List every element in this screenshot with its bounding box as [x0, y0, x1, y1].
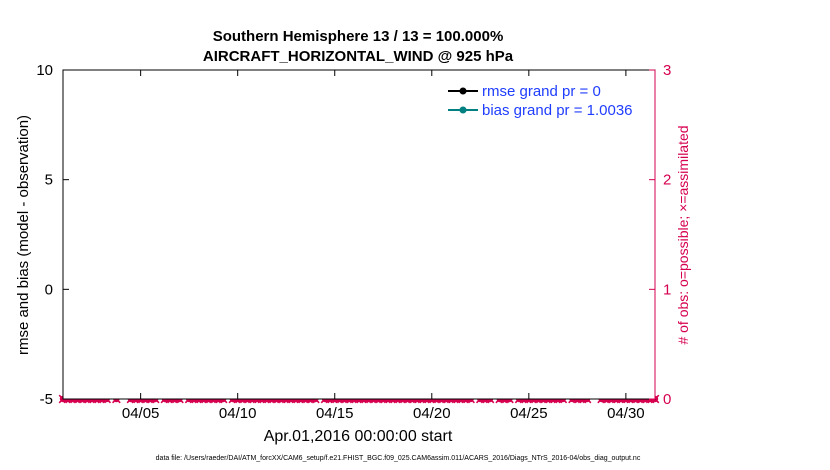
y-tick-label-right: 1 [663, 281, 671, 298]
legend-bias-label: bias grand pr = 1.0036 [482, 102, 633, 119]
x-tick-label: 04/05 [122, 405, 160, 422]
x-tick-label: 04/30 [607, 405, 645, 422]
y-tick-label-right: 2 [663, 172, 671, 189]
legend-rmse-marker [459, 87, 467, 95]
plot-frame [62, 69, 656, 400]
x-tick-label: 04/10 [219, 405, 257, 422]
footer-data-file: data file: /Users/raeder/DAI/ATM_forcXX/… [156, 455, 641, 462]
y-tick-label-left: 10 [36, 62, 53, 79]
legend-rmse-label: rmse grand pr = 0 [482, 83, 601, 100]
chart-title: Southern Hemisphere 13 / 13 = 100.000% A… [203, 28, 514, 65]
title-line-2: AIRCRAFT_HORIZONTAL_WIND @ 925 hPa [203, 48, 514, 65]
y-tick-label-left: 5 [45, 172, 53, 189]
x-axis-label: Apr.01,2016 00:00:00 start [264, 428, 453, 445]
y-tick-label-left: -5 [40, 391, 53, 408]
y-tick-label-right: 3 [663, 62, 671, 79]
x-tick-label: 04/25 [510, 405, 548, 422]
axes: 04/05 04/10 04/15 04/20 04/25 04/30 -5 0 5 10 0 1 2 3 [36, 62, 671, 422]
x-tick-label: 04/20 [413, 405, 451, 422]
x-tick-label: 04/15 [316, 405, 354, 422]
title-line-1: Southern Hemisphere 13 / 13 = 100.000% [213, 28, 504, 45]
y-axis-label-left: rmse and bias (model - observation) [15, 115, 32, 355]
y-axis-label-right: # of obs: o=possible; ×=assimilated [675, 125, 691, 344]
y-tick-label-left: 0 [45, 281, 53, 298]
legend: rmse grand pr = 0 bias grand pr = 1.0036 [448, 83, 633, 119]
y-tick-label-right: 0 [663, 391, 671, 408]
legend-bias-marker [459, 106, 467, 114]
